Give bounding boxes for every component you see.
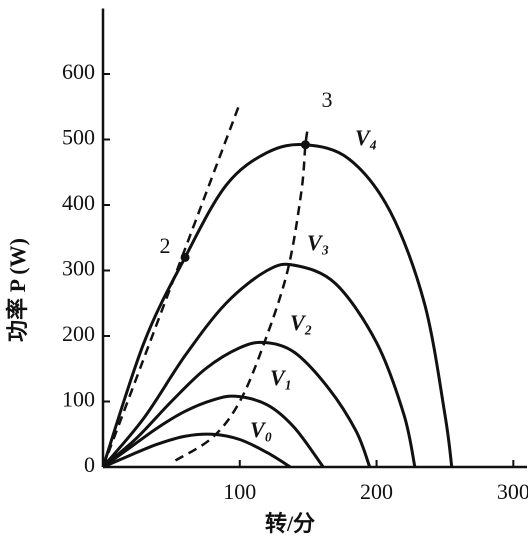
- y-tick-label: 400: [62, 190, 95, 215]
- curve-label: V₄: [355, 125, 377, 150]
- dashed-line: [101, 103, 241, 468]
- x-axis-label: 转/分: [265, 511, 315, 536]
- curve-label: V₃: [307, 230, 329, 255]
- curve-label: V₁: [270, 365, 292, 390]
- x-tick-label: 200: [360, 479, 393, 504]
- point-label: 2: [160, 233, 171, 258]
- power-curve: [101, 262, 417, 468]
- curve-label: V₀: [250, 417, 272, 442]
- marked-point: [300, 140, 310, 150]
- point-label: 3: [322, 87, 333, 112]
- y-axis-label: 功率 P (W): [5, 238, 30, 342]
- y-tick-label: 100: [62, 387, 95, 412]
- y-tick-label: 300: [62, 256, 95, 281]
- power-curve: [102, 432, 292, 469]
- marked-point: [180, 252, 190, 262]
- y-tick-label: 500: [62, 125, 95, 150]
- y-tick-label: 600: [62, 59, 95, 84]
- curve-label: V₂: [290, 310, 312, 335]
- y-tick-label: 0: [84, 452, 95, 477]
- power-curve: [102, 394, 325, 469]
- y-tick-label: 200: [62, 321, 95, 346]
- x-tick-label: 100: [223, 479, 256, 504]
- x-tick-label: 300: [497, 479, 528, 504]
- power-curve: [102, 340, 372, 469]
- dashed-line: [174, 126, 310, 462]
